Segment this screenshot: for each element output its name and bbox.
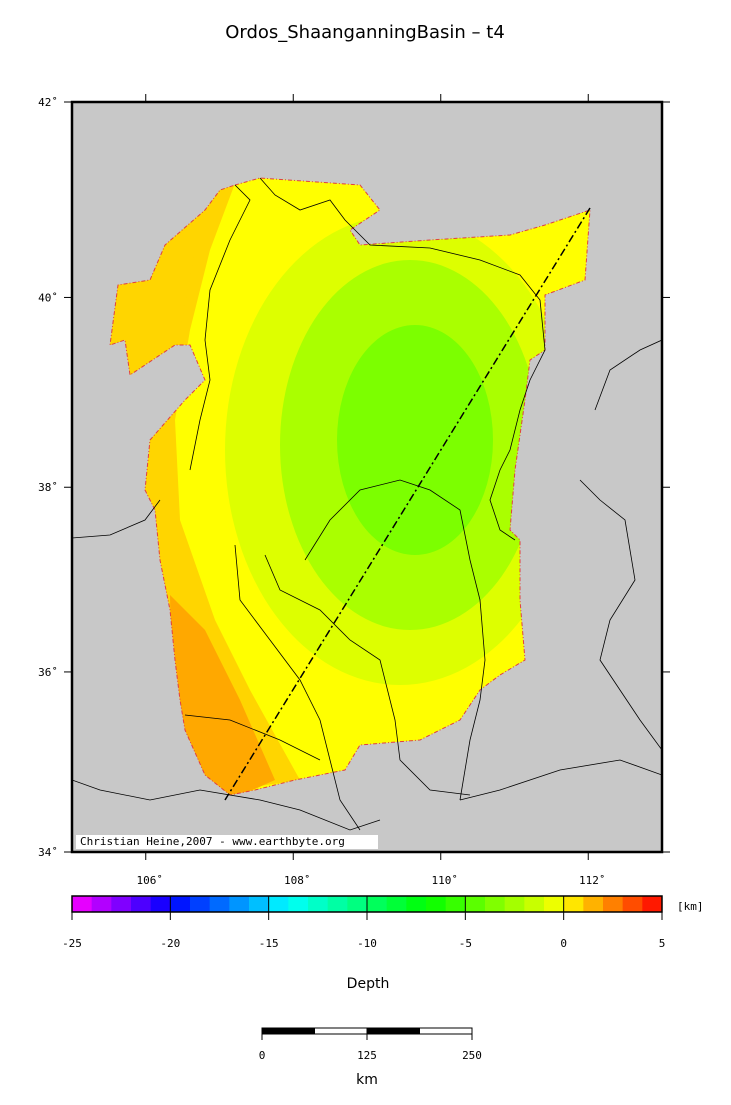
colorbar-swatch [544,896,565,912]
lon-label: 106˚ [137,874,164,887]
colorbar-tick-label: -10 [357,937,377,950]
profile-line [224,207,591,801]
colorbar-swatch [524,896,545,912]
colorbar-swatch [288,896,309,912]
colorbar-unit: [km] [677,900,704,913]
colorbar-swatch [91,896,112,912]
colorbar-swatch [406,896,427,912]
colorbar-swatch [465,896,486,912]
basin-outline [109,177,591,796]
lon-label: 108˚ [284,874,311,887]
colorbar-swatch [603,896,624,912]
colorbar: -25 -20 -15 -10 -5 0 5 [62,895,666,950]
scalebar: 0 125 250 [259,1027,482,1062]
title: Ordos_ShaanganningBasin – t4 [225,22,505,43]
scalebar-tick-label: 0 [259,1049,266,1062]
scalebar-tick-label: 250 [462,1049,482,1062]
colorbar-swatch [308,896,329,912]
credit: Christian Heine,2007 - www.earthbyte.org [80,835,345,848]
colorbar-tick-label: -5 [459,937,472,950]
scalebar-tick-label: 125 [357,1049,377,1062]
colorbar-swatch [386,896,407,912]
colorbar-swatch [111,896,132,912]
lat-label: 38˚ [38,481,58,494]
credit-box [76,835,378,849]
lat-label: 42˚ [38,96,58,109]
colorbar-tick-label: -20 [160,937,180,950]
lat-label: 34˚ [38,846,58,859]
colorbar-swatch [131,896,152,912]
colorbar-swatch [504,896,525,912]
colorbar-label: Depth [347,976,390,992]
colorbar-tick-label: -15 [259,937,279,950]
colorbar-swatch [445,896,466,912]
colorbar-swatch [347,896,368,912]
map: Christian Heine,2007 - www.earthbyte.org [70,100,664,854]
colorbar-swatch [367,896,388,912]
colorbar-swatch [72,896,93,912]
colorbar-swatch [170,896,191,912]
colorbar-swatch [268,896,289,912]
scalebar-unit: km [356,1072,378,1088]
colorbar-swatch [426,896,447,912]
colorbar-swatch [583,896,604,912]
colorbar-swatch [190,896,211,912]
colorbar-tick-label: -25 [62,937,82,950]
colorbar-tick-label: 0 [560,937,567,950]
lat-label: 40˚ [38,291,58,304]
depth-field [110,178,590,795]
colorbar-swatch [327,896,348,912]
lon-label: 110˚ [432,874,459,887]
colorbar-swatch [485,896,506,912]
scalebar-segment [314,1027,368,1035]
lon-label: 112˚ [579,874,606,887]
colorbar-tick-label: 5 [659,937,666,950]
colorbar-swatch [622,896,643,912]
rivers [72,177,662,831]
map-frame [70,100,664,854]
scalebar-segment [419,1027,473,1035]
colorbar-swatch [229,896,250,912]
colorbar-swatch [209,896,230,912]
colorbar-swatch [642,896,663,912]
scalebar-segment [261,1027,315,1035]
scalebar-segment [366,1027,420,1035]
colorbar-swatch [249,896,270,912]
lat-label: 36˚ [38,666,58,679]
colorbar-swatch [563,896,584,912]
colorbar-swatch [150,896,171,912]
